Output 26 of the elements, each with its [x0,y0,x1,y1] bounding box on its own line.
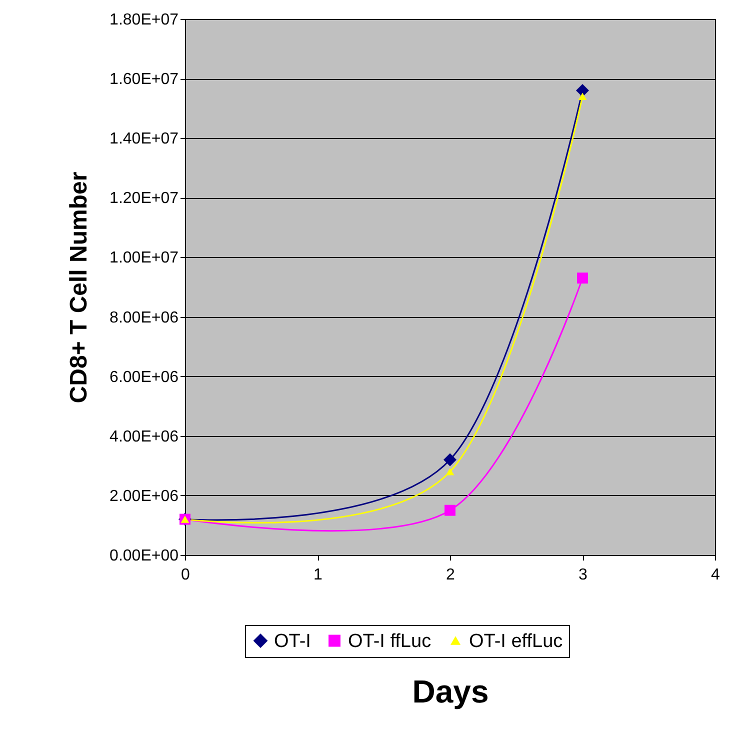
x-axis-title: Days [412,674,489,710]
x-tick-label: 2 [446,566,456,584]
point [576,84,590,97]
y-tick-label: 1.20E+07 [110,190,179,208]
point [446,468,454,476]
point [443,453,457,466]
legend-label: OT-I effLuc [469,630,563,652]
y-tick-label: 1.60E+07 [110,71,179,88]
point [444,504,456,516]
y-tick-label: 4.00E+06 [110,428,179,446]
y-tick-label: 6.00E+06 [110,368,179,386]
point [578,92,587,100]
x-tick-label: 4 [711,566,720,584]
y-tick-label: 1.00E+07 [110,250,179,267]
y-axis-title: CD8+ T Cell Number [66,172,93,404]
x-tick-label: 1 [314,566,323,584]
x-tick-label: 3 [578,566,588,584]
legend-label: OT-I [274,630,311,652]
y-tick-label: 8.00E+06 [110,309,179,326]
point [577,272,588,284]
y-tick-label: 0.00E+00 [110,548,179,564]
legend-label: OT-I ffLuc [348,630,432,652]
y-tick-label: 1.80E+07 [110,12,179,28]
y-tick-label: 2.00E+06 [110,488,179,505]
y-tick-label: 1.40E+07 [110,130,179,148]
x-tick-label: 0 [181,566,190,584]
